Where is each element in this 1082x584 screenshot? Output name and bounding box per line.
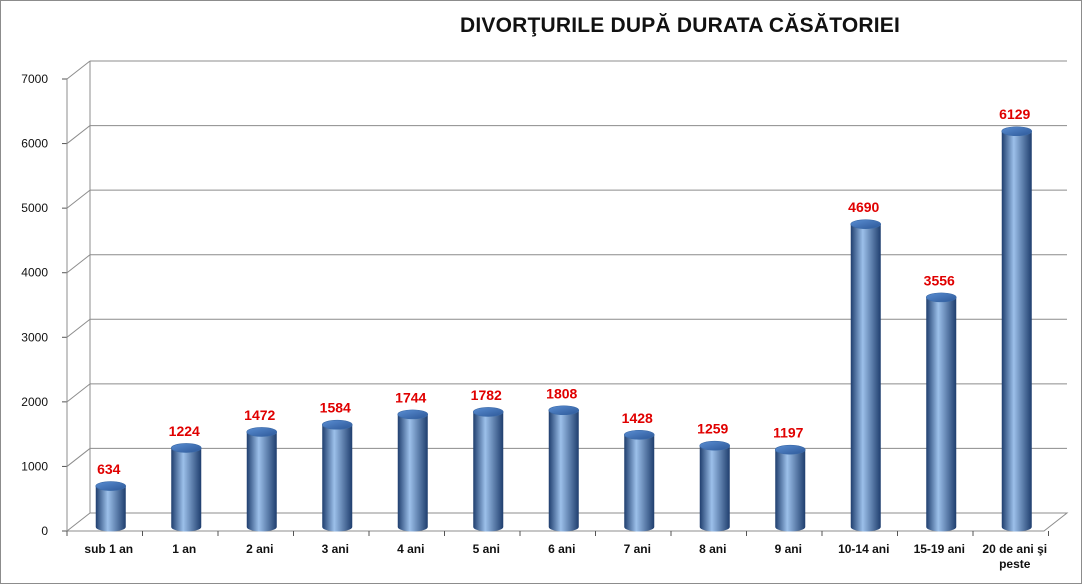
bar-body bbox=[473, 411, 504, 532]
bars bbox=[95, 126, 1033, 532]
x-tick-label: 15-19 ani bbox=[914, 542, 965, 556]
bar bbox=[1001, 126, 1033, 532]
bar bbox=[397, 409, 429, 532]
data-label: 4690 bbox=[848, 199, 879, 215]
bar-body bbox=[171, 447, 202, 532]
data-label: 1584 bbox=[320, 400, 351, 416]
x-tick-label: 5 ani bbox=[473, 542, 500, 556]
data-label: 1472 bbox=[244, 407, 275, 423]
data-label: 1744 bbox=[395, 389, 426, 405]
bar-cap bbox=[95, 481, 127, 491]
bar-body bbox=[397, 414, 428, 532]
gridline-diagonal bbox=[66, 254, 91, 274]
y-tick-label: 0 bbox=[41, 524, 48, 538]
bar-body bbox=[246, 431, 277, 532]
bar-body bbox=[624, 434, 655, 532]
bar-body bbox=[95, 486, 126, 532]
bar-cap bbox=[170, 443, 202, 453]
y-tick-label: 6000 bbox=[21, 137, 48, 151]
bar-body bbox=[322, 424, 353, 532]
bar-body bbox=[775, 449, 806, 532]
bar-cap bbox=[548, 405, 580, 416]
y-tick-label: 5000 bbox=[21, 201, 48, 215]
bar-cap bbox=[623, 429, 655, 440]
bar-body bbox=[699, 445, 730, 532]
x-tick-label: 2 ani bbox=[246, 542, 273, 556]
bar-body bbox=[850, 224, 881, 532]
bar-body bbox=[926, 297, 957, 532]
data-label: 1428 bbox=[622, 410, 653, 426]
bar bbox=[774, 444, 806, 532]
bar bbox=[925, 292, 957, 532]
labels: 634 sub 1 an 1224 1 an 1472 2 ani 1584 3 ani 174… bbox=[84, 106, 1047, 571]
bar-cap bbox=[925, 292, 957, 303]
x-tick-label: peste bbox=[999, 557, 1031, 571]
bar-body bbox=[548, 410, 579, 532]
y-tick-label: 3000 bbox=[21, 330, 48, 344]
x-tick-label: 1 an bbox=[172, 542, 196, 556]
x-tick-label: 10-14 ani bbox=[838, 542, 889, 556]
bar bbox=[623, 429, 655, 532]
data-label: 3556 bbox=[924, 272, 955, 288]
y-tick-label: 1000 bbox=[21, 459, 48, 473]
bar-cap bbox=[472, 407, 504, 417]
y-tick-label: 2000 bbox=[21, 395, 48, 409]
gridline-diagonal bbox=[66, 383, 91, 403]
data-label: 1782 bbox=[471, 387, 502, 403]
bar bbox=[850, 219, 882, 532]
bar bbox=[246, 427, 278, 532]
bar-cap bbox=[699, 440, 731, 451]
bar-cap bbox=[246, 427, 278, 437]
bar bbox=[170, 443, 202, 532]
y-tick-label: 4000 bbox=[21, 266, 48, 280]
x-tick-label: sub 1 an bbox=[84, 542, 133, 556]
x-tick-label: 7 ani bbox=[624, 542, 651, 556]
bar-body bbox=[1001, 131, 1032, 532]
gridline-diagonal bbox=[66, 448, 91, 467]
x-tick-label: 6 ani bbox=[548, 542, 575, 556]
gridline-diagonal bbox=[66, 189, 91, 209]
x-tick-label: 20 de ani şi bbox=[982, 542, 1047, 556]
bar-cap bbox=[850, 219, 882, 229]
x-tick-label: 9 ani bbox=[775, 542, 802, 556]
bar-cap bbox=[1001, 126, 1033, 137]
x-tick-label: 3 ani bbox=[322, 542, 349, 556]
data-label: 1259 bbox=[697, 421, 728, 437]
bar-cap bbox=[774, 444, 806, 455]
data-label: 634 bbox=[97, 461, 121, 477]
axes: 0 1000 2000 3000 4000 5000 6000 7000 bbox=[21, 61, 1049, 538]
bar-cap bbox=[321, 419, 353, 430]
bar bbox=[95, 481, 127, 532]
bar bbox=[472, 407, 504, 532]
y-tick-label: 7000 bbox=[21, 72, 48, 86]
data-label: 1224 bbox=[169, 423, 200, 439]
bar bbox=[548, 405, 580, 532]
gridline-diagonal bbox=[66, 318, 91, 338]
bar bbox=[321, 419, 353, 532]
data-label: 1197 bbox=[773, 425, 804, 441]
chart-title: DIVORŢURILE DUPĂ DURATA CĂSĂTORIEI bbox=[459, 14, 901, 37]
data-label: 6129 bbox=[999, 106, 1030, 122]
x-tick-label: 8 ani bbox=[699, 542, 726, 556]
bar bbox=[699, 440, 731, 532]
gridline-diagonal bbox=[66, 125, 91, 144]
bar-cap bbox=[397, 409, 429, 420]
gridline-diagonal bbox=[66, 60, 91, 80]
x-tick-label: 4 ani bbox=[397, 542, 424, 556]
data-label: 1808 bbox=[546, 385, 577, 401]
